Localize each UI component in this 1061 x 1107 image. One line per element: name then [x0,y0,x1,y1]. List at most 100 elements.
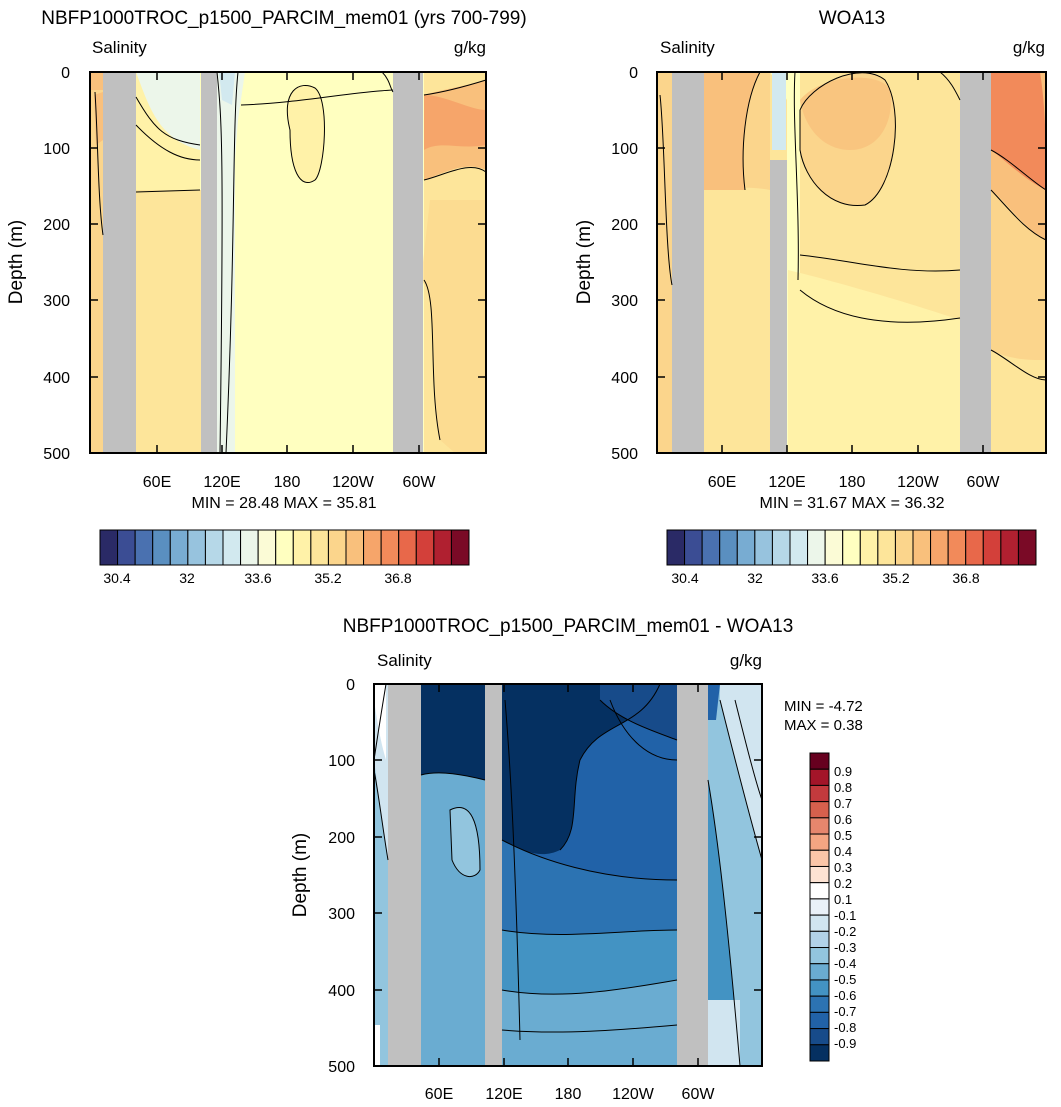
y-tick-label: 500 [611,446,638,463]
land-mask [485,684,502,1066]
y-tick-label: 400 [43,370,70,387]
land-mask [672,72,704,453]
contour-lines [659,71,1047,381]
colorbar-label: 0.3 [834,860,852,875]
colorbar-swatch [292,529,312,566]
colorbar-swatch [807,529,826,566]
colorbar-swatch [1000,529,1019,566]
colorbar-swatch [117,529,136,566]
colorbar-swatch [701,529,721,566]
colorbar-swatch [894,529,914,566]
colorbar-label: 36.8 [384,570,411,586]
stats-max-text: MAX = 0.38 [784,717,863,734]
panel-left-label: Salinity [92,38,147,57]
colorbar-label: 0.8 [834,780,852,795]
y-tick-label: 0 [346,677,355,694]
y-tick-label: 300 [43,293,70,310]
colorbar-swatch [809,914,830,932]
land-mask [201,72,217,453]
x-tick-label: 120W [612,1086,655,1103]
colorbar-swatch [809,1044,830,1062]
colorbar-swatch [240,529,259,566]
colorbar-swatch [327,529,347,566]
colorbar-swatch [169,529,189,566]
colorbar-swatch [134,529,154,566]
colorbar-swatch [912,529,932,566]
colorbar-label: -0.6 [834,988,856,1003]
colorbar-label: 32 [747,570,763,586]
x-tick-label: 120W [897,474,940,491]
colorbar-swatch [345,529,365,566]
contour-lines [94,71,487,454]
colorbar-swatch [809,833,830,851]
colorbar-label: 0.6 [834,812,852,827]
colorbar-swatch [754,529,773,566]
y-ticks [374,759,762,991]
colorbar-swatch [684,529,703,566]
colorbar-label: 32 [179,570,195,586]
colorbar-swatch [809,1011,830,1030]
x-tick-labels: 60E 120E 180 120W 60W [708,474,1001,491]
y-axis-label: Depth (m) [290,833,311,917]
land-mask [393,72,423,453]
colorbar-label: -0.2 [834,924,856,939]
x-tick-label: 60W [967,474,1001,491]
colorbar-label: 35.2 [882,570,909,586]
x-tick-label: 120W [332,474,375,491]
colorbar-swatch [275,529,294,566]
colorbar-swatch [415,529,435,566]
y-tick-label: 500 [43,446,70,463]
x-tick-labels: 60E 120E 180 120W 60W [425,1086,716,1103]
colorbar [666,529,1037,566]
colorbar-swatch [380,529,400,566]
y-tick-label: 300 [611,293,638,310]
y-tick-label: 400 [611,370,638,387]
colorbar-label: -0.9 [834,1036,856,1051]
y-tick-labels: 0 100 200 300 400 500 [43,65,70,463]
colorbar-labels: 30.4 32 33.6 35.2 36.8 [671,570,979,586]
y-tick-label: 0 [61,65,70,82]
colorbar-swatch [719,529,738,566]
colorbar-swatch [152,529,171,566]
colorbar-swatch [809,947,830,965]
panel-right-label: g/kg [1013,38,1045,57]
colorbar-swatch [666,529,686,566]
y-tick-label: 200 [328,830,355,847]
colorbar-swatch [363,529,382,566]
stats-min-text: MIN = -4.72 [784,698,863,715]
y-tick-label: 100 [611,141,638,158]
colorbar [809,752,830,1062]
colorbar-label: 36.8 [952,570,979,586]
x-tick-label: 180 [555,1086,582,1103]
colorbar-swatch [789,529,809,566]
colorbar-label: 0.4 [834,844,852,859]
y-tick-label: 100 [328,753,355,770]
y-ticks [90,71,486,454]
colorbar-swatch [947,529,967,566]
colorbar-label: 35.2 [314,570,341,586]
colorbar-swatch [809,752,830,770]
y-tick-label: 500 [328,1059,355,1076]
colorbar-label: -0.1 [834,908,856,923]
colorbar-labels: 30.4 32 33.6 35.2 36.8 [103,570,411,586]
colorbar-swatch [187,529,206,566]
colorbar-swatch [824,529,844,566]
colorbar-swatch [982,529,1002,566]
panel-right-label: g/kg [454,38,486,57]
colorbar-label: 30.4 [103,570,130,586]
y-tick-label: 200 [611,217,638,234]
colorbar-swatch [809,801,830,819]
colorbar-swatch [809,898,830,916]
y-ticks [657,147,1046,378]
land-mask [770,160,787,453]
colorbar-swatch [809,882,830,900]
panel-observations: WOA13 Salinity g/kg [574,8,1047,586]
panel-left-label: Salinity [377,651,432,670]
land-mask [677,684,708,1066]
x-tick-label: 60W [682,1086,716,1103]
colorbar-swatch [809,963,830,981]
colorbar-swatch [809,784,830,803]
colorbar-swatch [809,930,830,949]
colorbar-swatch [257,529,277,566]
stats-text: MIN = 28.48 MAX = 35.81 [192,495,377,512]
